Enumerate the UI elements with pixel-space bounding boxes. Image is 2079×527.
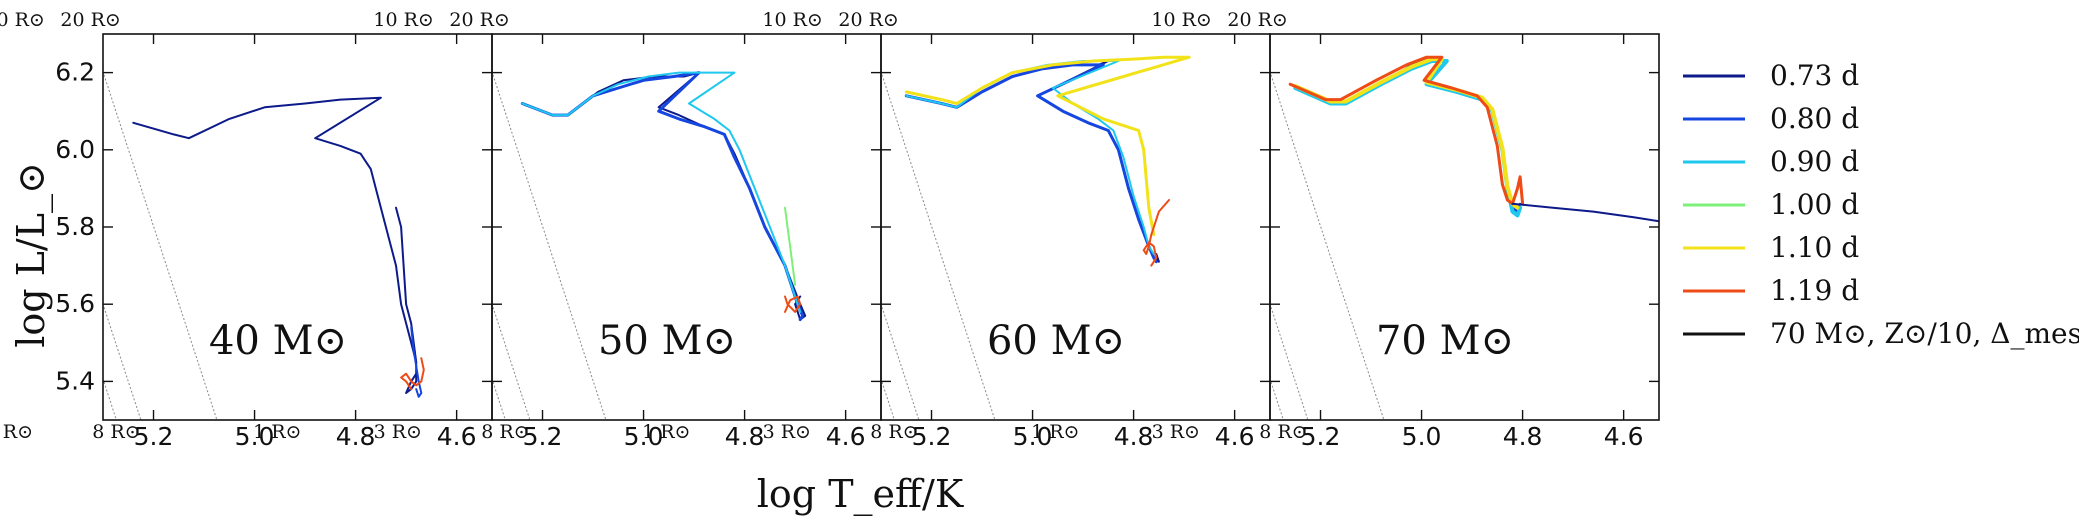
y-tick-label: 6.2 (55, 58, 95, 87)
panels-group: 1 R⊙ 3 R⊙ 8 R⊙ 10 R⊙ 20 R⊙ 5.4 5.6 5.8 6.0 6.2 5.2… (0, 9, 1775, 527)
series-line (410, 326, 423, 398)
radius-label: 20 R⊙ (1227, 9, 1287, 31)
legend-label: 0.73 d (1770, 59, 1859, 92)
radius-label: 1 R⊙ (1031, 421, 1079, 443)
y-axis-title: log L/L_⊙ (9, 162, 54, 348)
series-line (1142, 199, 1170, 267)
x-tick-label: 5.2 (134, 422, 174, 451)
x-tick-label: 4.6 (826, 422, 866, 451)
series-group (520, 71, 807, 322)
y-tick-label: 5.8 (55, 212, 95, 241)
series-line (1511, 202, 1659, 223)
radius-line (1270, 302, 1309, 420)
panel-mass-label: 40 M⊙ (209, 318, 347, 364)
radius-label: 10 R⊙ (373, 9, 433, 31)
panel-3: 1 R⊙ 3 R⊙ 8 R⊙ 10 R⊙ 20 R⊙ 5.2 5.0 4.8 4.6 60 M⊙ (642, 9, 1271, 451)
series-line (1294, 56, 1522, 213)
x-tick-label: 5.0 (624, 422, 664, 451)
radius-label: 1 R⊙ (253, 421, 301, 443)
radius-label: 20 R⊙ (449, 9, 509, 31)
x-tick-label: 5.2 (523, 422, 563, 451)
panel-mass-label: 60 M⊙ (987, 318, 1125, 364)
legend-label: 0.90 d (1770, 145, 1859, 178)
series-line (784, 295, 802, 313)
series-line (1293, 57, 1520, 210)
x-tick-label: 4.8 (336, 422, 376, 451)
x-tick-label: 4.8 (1503, 422, 1543, 451)
x-tick-label: 5.0 (1013, 422, 1053, 451)
radius-labels: 1 R⊙ 3 R⊙ 8 R⊙ 10 R⊙ 20 R⊙ (253, 9, 529, 443)
series-group (1288, 55, 1659, 223)
series-line (904, 55, 1191, 237)
legend-label: 1.19 d (1770, 274, 1859, 307)
series-line (521, 71, 802, 313)
series-line (904, 63, 1158, 264)
y-axis-title-text: log L/L_⊙ (9, 162, 54, 348)
radius-label: 8 R⊙ (92, 421, 140, 443)
x-tick-label: 5.2 (912, 422, 952, 451)
x-tick-label: 4.6 (1215, 422, 1255, 451)
radius-line (1270, 70, 1385, 420)
series-line (784, 206, 797, 286)
legend-label: 1.00 d (1770, 188, 1859, 221)
radius-label: 1 R⊙ (642, 421, 690, 443)
series-line (1288, 55, 1525, 206)
radius-labels: 1 R⊙ 3 R⊙ 8 R⊙ 10 R⊙ 20 R⊙ (1031, 9, 1307, 443)
radius-label: 8 R⊙ (1259, 421, 1307, 443)
legend-label: 70 M⊙, Z⊙/10, Δ_mesh (1770, 317, 2079, 350)
radius-label: 20 R⊙ (60, 9, 120, 31)
series-line (1294, 60, 1519, 213)
panel-2: 1 R⊙ 3 R⊙ 8 R⊙ 10 R⊙ 20 R⊙ 5.2 5.0 4.8 4.6 50 M⊙ (253, 9, 882, 451)
x-tick-label: 5.2 (1301, 422, 1341, 451)
legend-label: 0.80 d (1770, 102, 1859, 135)
panel-4: 1 R⊙ 3 R⊙ 8 R⊙ 10 R⊙ 20 R⊙ 5.2 5.0 4.8 4.6 70 M⊙ (1031, 9, 1775, 527)
x-tick-label: 4.6 (1604, 422, 1644, 451)
series-group (132, 96, 425, 398)
radius-lines (1169, 70, 1775, 527)
series-line (521, 71, 807, 321)
radius-label: 10 R⊙ (762, 9, 822, 31)
y-tick-label: 6.0 (55, 135, 95, 164)
legend: 0.73 d 0.80 d 0.90 d 1.00 d 1.10 d 1.19 d 70 M… (1683, 59, 2079, 350)
radius-line (1169, 399, 1775, 527)
x-tick-label: 4.8 (725, 422, 765, 451)
radius-line (1270, 377, 1284, 420)
y-tick-label: 5.6 (55, 289, 95, 318)
series-group (904, 55, 1191, 267)
series-line (400, 357, 425, 391)
radius-label: 3 R⊙ (0, 421, 33, 443)
radius-line (881, 377, 895, 420)
radius-labels: 1 R⊙ 3 R⊙ 8 R⊙ 10 R⊙ 20 R⊙ (642, 9, 918, 443)
x-tick-label: 4.6 (437, 422, 477, 451)
radius-lines (881, 70, 996, 420)
radius-label: 10 R⊙ (1151, 9, 1211, 31)
radius-label: 20 R⊙ (838, 9, 898, 31)
panel-mass-label: 70 M⊙ (1376, 318, 1514, 364)
x-tick-label: 5.0 (235, 422, 275, 451)
radius-label: 3 R⊙ (763, 421, 811, 443)
radius-label: 3 R⊙ (374, 421, 422, 443)
radius-labels: 1 R⊙3 R⊙8 R⊙10 R⊙20 R⊙ (0, 9, 141, 443)
x-tick-label: 5.0 (1402, 422, 1442, 451)
legend-label: 1.10 d (1770, 231, 1859, 264)
panel-1: 1 R⊙ 3 R⊙ 8 R⊙ 10 R⊙ 20 R⊙ 5.4 5.6 5.8 6.0 6.2 5.2… (0, 9, 608, 527)
series-line (132, 96, 418, 394)
panel-mass-label: 50 M⊙ (598, 318, 736, 364)
radius-line (881, 70, 996, 420)
series-line (905, 60, 1155, 255)
series-line (1293, 59, 1523, 218)
radius-line (2, 399, 608, 527)
radius-label: 3 R⊙ (1152, 421, 1200, 443)
radius-label: 8 R⊙ (481, 421, 529, 443)
radius-line (881, 302, 920, 420)
radius-label: 8 R⊙ (870, 421, 918, 443)
y-tick-label: 5.4 (55, 366, 95, 395)
x-tick-label: 4.8 (1114, 422, 1154, 451)
radius-label: 10 R⊙ (0, 9, 45, 31)
radius-line (492, 377, 506, 420)
x-axis-title: log T_eff/K (757, 472, 964, 517)
